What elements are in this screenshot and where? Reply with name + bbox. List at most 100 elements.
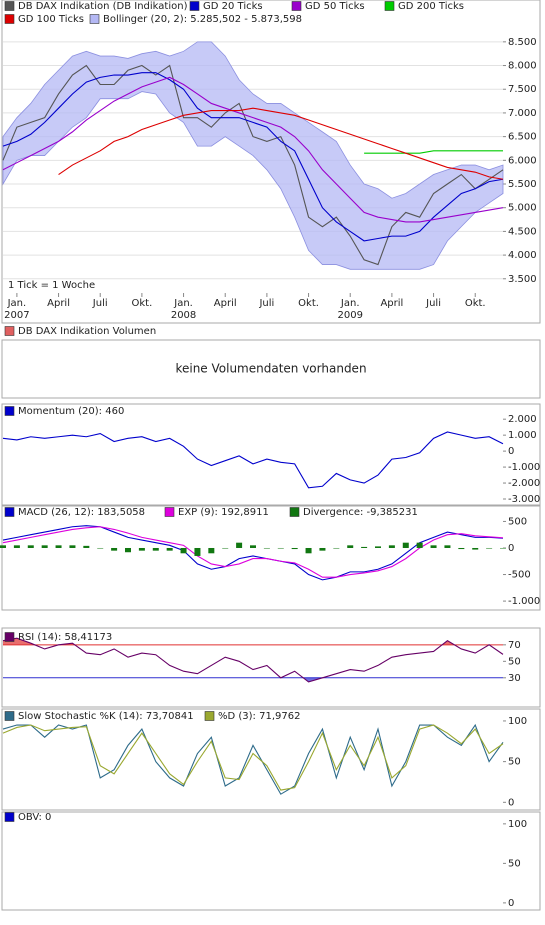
x-tick-label: Juli: [258, 298, 274, 309]
legend-label: %D (3): 71,9762: [218, 711, 300, 722]
panel-frame: [1, 505, 541, 611]
y-tick-label: -2.000: [508, 478, 540, 489]
y-tick-label: 50: [508, 858, 521, 869]
series-line: [58, 107, 504, 180]
series-line: [364, 150, 503, 154]
bar: [319, 547, 326, 551]
legend-label: RSI (14): 58,41173: [18, 632, 112, 643]
legend-swatch: [4, 406, 15, 416]
bar: [333, 547, 340, 549]
legend-swatch: [164, 507, 175, 517]
bar: [444, 545, 451, 548]
legend-swatch: [189, 1, 200, 11]
bar: [250, 545, 256, 548]
legend-label: OBV: 0: [18, 812, 51, 823]
y-tick-label: 6.500: [508, 132, 537, 143]
bar: [208, 547, 215, 554]
legend-label: Bollinger (20, 2): 5.285,502 - 5.873,598: [103, 14, 302, 25]
panel-frame: [1, 403, 541, 506]
x-tick-label: Juli: [425, 298, 441, 309]
panel-frame: [1, 708, 541, 811]
bar: [347, 545, 354, 548]
series-line: [2, 76, 504, 223]
series-line: [2, 72, 504, 242]
series-line: [2, 526, 504, 578]
bar: [0, 545, 6, 548]
x-tick-label: April: [214, 298, 237, 309]
legend-swatch: [4, 632, 15, 642]
x-tick-label: April: [47, 298, 70, 309]
y-tick-label: 5.500: [508, 179, 537, 190]
legend-swatch: [4, 326, 15, 336]
y-tick-label: 50: [508, 656, 521, 667]
bar: [263, 547, 270, 549]
legend-swatch: [4, 1, 15, 11]
bar: [291, 547, 298, 550]
y-tick-label: 500: [508, 516, 527, 527]
bollinger-band: [2, 41, 504, 270]
x-year-label: 2009: [337, 310, 362, 321]
y-tick-label: 70: [508, 640, 521, 651]
bar: [486, 547, 493, 549]
y-tick-label: 4.500: [508, 226, 537, 237]
bar: [402, 542, 409, 548]
y-tick-label: 8.000: [508, 61, 537, 72]
legend-label: Momentum (20): 460: [18, 406, 124, 417]
x-tick-label: Okt.: [132, 298, 153, 309]
x-tick-label: Jan.: [7, 298, 27, 309]
bar: [500, 547, 506, 549]
y-tick-label: -1.000: [508, 462, 540, 473]
y-tick-label: 8.500: [508, 37, 537, 48]
x-tick-label: April: [380, 298, 403, 309]
y-tick-label: 5.000: [508, 203, 537, 214]
bar: [166, 547, 173, 551]
legend-label: Divergence: -9,385231: [303, 507, 418, 518]
bar: [236, 542, 243, 548]
y-tick-label: 50: [508, 757, 521, 768]
y-tick-label: -1.000: [508, 596, 540, 607]
legend-swatch: [289, 507, 300, 517]
bar: [111, 547, 118, 551]
y-tick-label: 6.000: [508, 155, 537, 166]
legend-swatch: [4, 711, 15, 721]
legend-label: GD 50 Ticks: [305, 1, 365, 12]
y-tick-label: 0: [508, 797, 514, 808]
legend-label: GD 100 Ticks: [18, 14, 84, 25]
legend-swatch: [204, 711, 215, 721]
x-tick-label: Jan.: [173, 298, 193, 309]
y-tick-label: 2.000: [508, 414, 537, 425]
bar: [194, 547, 201, 556]
legend-label: DB DAX Indikation (DB Indikation): [18, 1, 188, 12]
y-tick-label: 100: [508, 716, 527, 727]
panel-frame: [1, 339, 541, 399]
legend-swatch: [384, 1, 395, 11]
legend-swatch: [291, 1, 302, 11]
panel-frame: [1, 811, 541, 911]
series-line: [2, 723, 504, 795]
series-line: [2, 724, 504, 791]
annotation: keine Volumendaten vorhanden: [175, 362, 366, 376]
bar: [97, 547, 104, 549]
bar: [180, 547, 187, 554]
y-tick-label: 0: [508, 446, 514, 457]
y-tick-label: -3.000: [508, 494, 540, 505]
bar: [388, 545, 395, 548]
bar: [430, 545, 437, 548]
y-tick-label: 100: [508, 819, 527, 830]
x-tick-label: Okt.: [298, 298, 319, 309]
bar: [416, 542, 423, 548]
legend-label: Slow Stochastic %K (14): 73,70841: [18, 711, 194, 722]
bar: [222, 547, 229, 549]
series-line: [2, 431, 504, 489]
series-line: [2, 64, 504, 266]
bar: [69, 545, 76, 548]
legend-swatch: [89, 14, 100, 24]
y-tick-label: 4.000: [508, 250, 537, 261]
y-tick-label: 30: [508, 673, 521, 684]
bar: [277, 547, 284, 549]
bar: [152, 547, 159, 551]
x-tick-label: Jan.: [340, 298, 360, 309]
bar: [125, 547, 131, 553]
x-year-label: 2007: [4, 310, 29, 321]
